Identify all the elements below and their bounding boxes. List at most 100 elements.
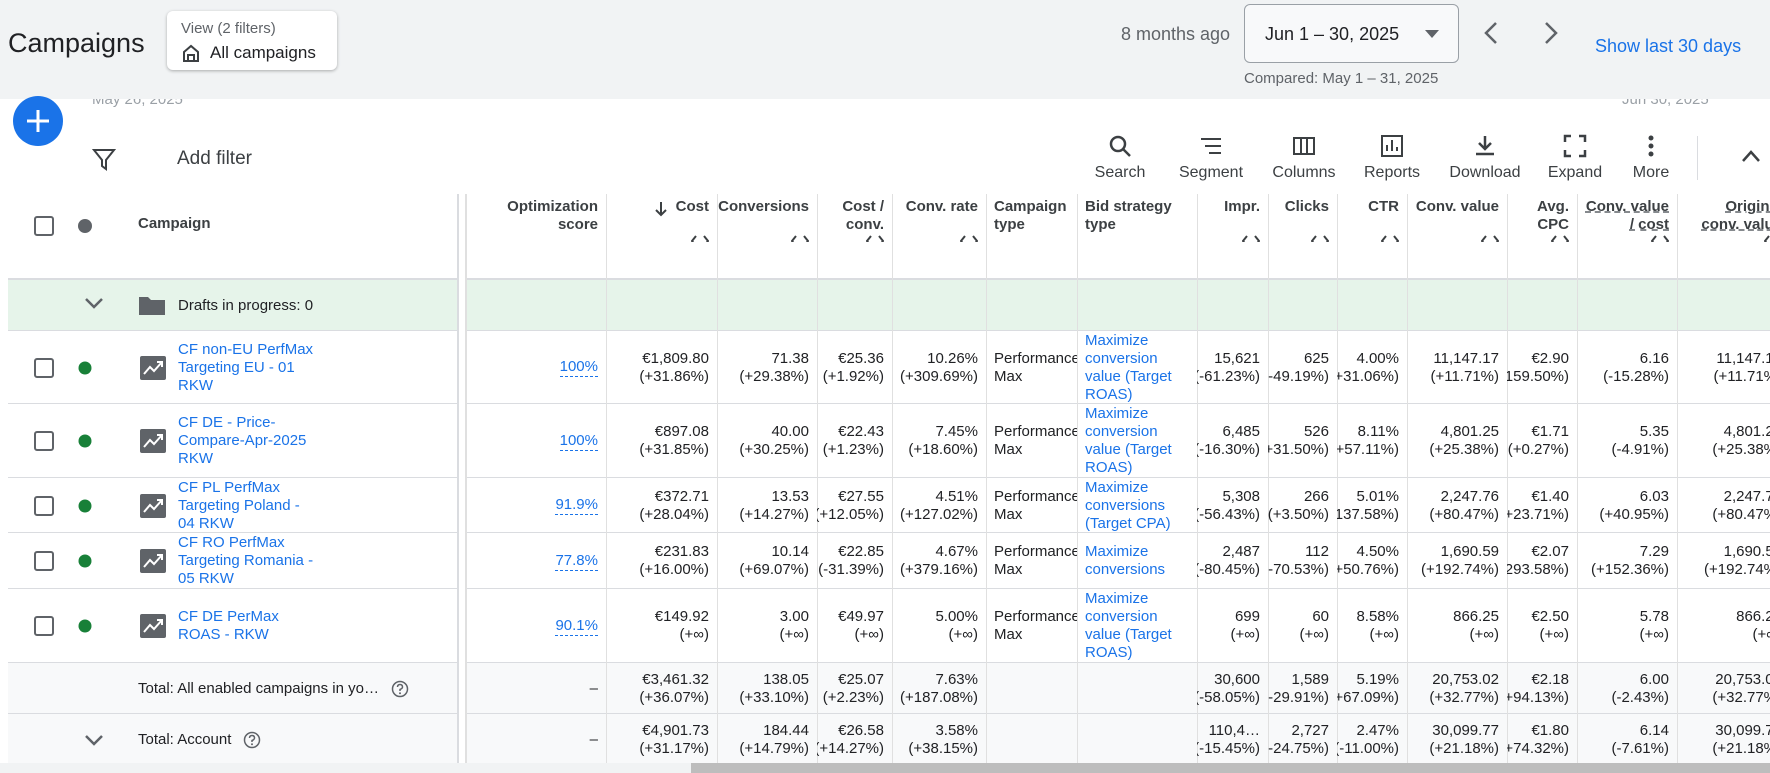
- action-label[interactable]: Search: [1094, 164, 1146, 181]
- cell-text: 2,727: [1291, 721, 1329, 739]
- action-label[interactable]: Columns: [1272, 164, 1336, 181]
- action-icon[interactable]: [1380, 134, 1404, 163]
- status-dot-svg: [78, 554, 92, 568]
- sort-icon[interactable]: [690, 234, 710, 242]
- action-icon[interactable]: [1473, 134, 1497, 163]
- column-divider: [1577, 194, 1578, 763]
- column-header[interactable]: Conv. rate: [892, 198, 986, 242]
- cell-text[interactable]: Maximize conversion value (Target ROAS): [1085, 405, 1172, 476]
- cell-text: 866.25: [1736, 608, 1770, 625]
- table-cell: [986, 714, 1077, 765]
- sort-icon[interactable]: [1763, 234, 1770, 242]
- top-bar: Campaigns View (2 filters) All campaigns…: [0, 0, 1770, 99]
- campaign-name[interactable]: CF DE PerMax ROAS - RKW: [178, 608, 279, 643]
- cell-text[interactable]: Maximize conversion value (Target ROAS): [1085, 590, 1172, 661]
- action-label[interactable]: Reports: [1363, 164, 1421, 181]
- select-all-checkbox[interactable]: [34, 216, 54, 241]
- cell-text[interactable]: Maximize conversion value (Target ROAS): [1085, 331, 1172, 403]
- sort-icon[interactable]: [1241, 234, 1261, 242]
- view-selector[interactable]: View (2 filters) All campaigns: [167, 11, 337, 70]
- table-cell: 15,621 (-61.23%): [1197, 331, 1268, 404]
- campaign-name[interactable]: CF non-EU PerfMax Targeting EU - 01 RKW: [178, 340, 314, 394]
- column-header[interactable]: Campaign type: [986, 198, 1077, 242]
- filter-icon[interactable]: [92, 147, 116, 171]
- table-cell: 625 (-49.19%): [1268, 331, 1337, 404]
- optimization-score[interactable]: 100%: [559, 431, 598, 451]
- action-icon[interactable]: [1639, 134, 1663, 163]
- help-icon[interactable]: [391, 680, 409, 703]
- column-header[interactable]: Bid strategy type: [1077, 198, 1197, 242]
- table-cell: €49.97 (+∞): [817, 589, 892, 663]
- action-label[interactable]: Segment: [1178, 164, 1244, 181]
- cell-text: (+187.08%): [900, 688, 978, 706]
- table-header-bg: [8, 194, 1770, 280]
- column-header[interactable]: Optimization score: [466, 198, 606, 242]
- sort-icon[interactable]: [1650, 234, 1670, 242]
- action-icon[interactable]: [1108, 134, 1132, 163]
- cell-text: €49.97: [838, 608, 884, 625]
- date-picker[interactable]: Jun 1 – 30, 2025: [1244, 4, 1459, 63]
- help-icon[interactable]: [243, 731, 261, 754]
- row-checkbox[interactable]: [34, 551, 54, 576]
- optimization-score[interactable]: 90.1%: [555, 616, 598, 636]
- row-checkbox[interactable]: [34, 495, 54, 521]
- cell-text: (+152.36%): [1591, 561, 1669, 578]
- column-header[interactable]: Conv. value / cost: [1577, 198, 1677, 242]
- sort-icon[interactable]: [790, 234, 810, 242]
- campaign-name[interactable]: CF RO PerfMax Targeting Romania - 05 RKW: [178, 534, 314, 587]
- column-header[interactable]: Conv. value: [1407, 198, 1507, 242]
- action-icon[interactable]: [1292, 134, 1316, 163]
- action-label[interactable]: Download: [1449, 164, 1521, 181]
- sort-icon[interactable]: [865, 234, 885, 242]
- page-title: Campaigns: [8, 28, 145, 58]
- table-cell: 866.25(+∞): [1407, 589, 1507, 663]
- column-header[interactable]: CTR: [1337, 198, 1407, 242]
- optimization-score[interactable]: 91.9%: [555, 496, 598, 515]
- view-value: All campaigns: [210, 43, 316, 62]
- column-header[interactable]: Impr.: [1197, 198, 1268, 242]
- collapse-button[interactable]: [1740, 148, 1762, 164]
- optimization-score[interactable]: 100%: [559, 358, 598, 377]
- column-header[interactable]: Cost / conv.: [817, 198, 892, 242]
- add-button[interactable]: [12, 95, 64, 147]
- action-icon[interactable]: [1199, 134, 1223, 163]
- sort-icon[interactable]: [959, 234, 979, 242]
- column-header[interactable]: Avg. CPC: [1507, 198, 1577, 242]
- cell-text[interactable]: Maximize conversions: [1085, 543, 1166, 578]
- prev-button[interactable]: [1480, 20, 1502, 46]
- campaign-name[interactable]: CF DE - Price-Compare-Apr-2025 RKW: [178, 414, 307, 467]
- cell-text: (+11.71%): [1713, 367, 1770, 385]
- show-last-link[interactable]: Show last 30 days: [1595, 36, 1742, 56]
- row-checkbox[interactable]: [34, 431, 54, 456]
- cell-text: 6.14: [1639, 721, 1669, 739]
- sort-icon[interactable]: [1310, 234, 1330, 242]
- optimization-score[interactable]: 77.8%: [555, 551, 598, 571]
- drafts-label: Drafts in progress: 0: [178, 297, 314, 314]
- row-checkbox[interactable]: [34, 616, 54, 641]
- row-checkbox[interactable]: [34, 357, 54, 383]
- cell-text: 5.78: [1639, 608, 1669, 625]
- sort-icon[interactable]: [1480, 234, 1500, 242]
- sort-icon[interactable]: [1380, 234, 1400, 242]
- action-label[interactable]: More: [1632, 164, 1670, 181]
- table-cell: 5,308 (-56.43%): [1197, 478, 1268, 533]
- expand-chevron[interactable]: [84, 734, 104, 753]
- action-label[interactable]: Expand: [1547, 164, 1603, 181]
- row-border: [8, 477, 1770, 478]
- next-button[interactable]: [1540, 20, 1562, 46]
- sort-icon[interactable]: [1550, 234, 1570, 242]
- scrollbar-thumb[interactable]: [691, 763, 1770, 773]
- action-icon[interactable]: [1563, 134, 1587, 163]
- cell-text[interactable]: Maximize conversions (Target CPA): [1085, 478, 1171, 532]
- column-header[interactable]: Campaign: [138, 215, 211, 232]
- status-header-icon: [77, 218, 93, 239]
- column-header[interactable]: Original conv. value: [1677, 198, 1770, 242]
- expand-chevron[interactable]: [84, 297, 104, 316]
- campaign-name[interactable]: CF PL PerfMax Targeting Poland - 04 RKW: [178, 478, 300, 532]
- sort-icon-svg: [1763, 235, 1770, 242]
- column-header[interactable]: Cost: [606, 198, 717, 242]
- column-header[interactable]: Conversions: [717, 198, 817, 242]
- cell-text: 6.03: [1639, 487, 1669, 505]
- add-filter[interactable]: Add filter: [177, 148, 252, 169]
- column-header[interactable]: Clicks: [1268, 198, 1337, 242]
